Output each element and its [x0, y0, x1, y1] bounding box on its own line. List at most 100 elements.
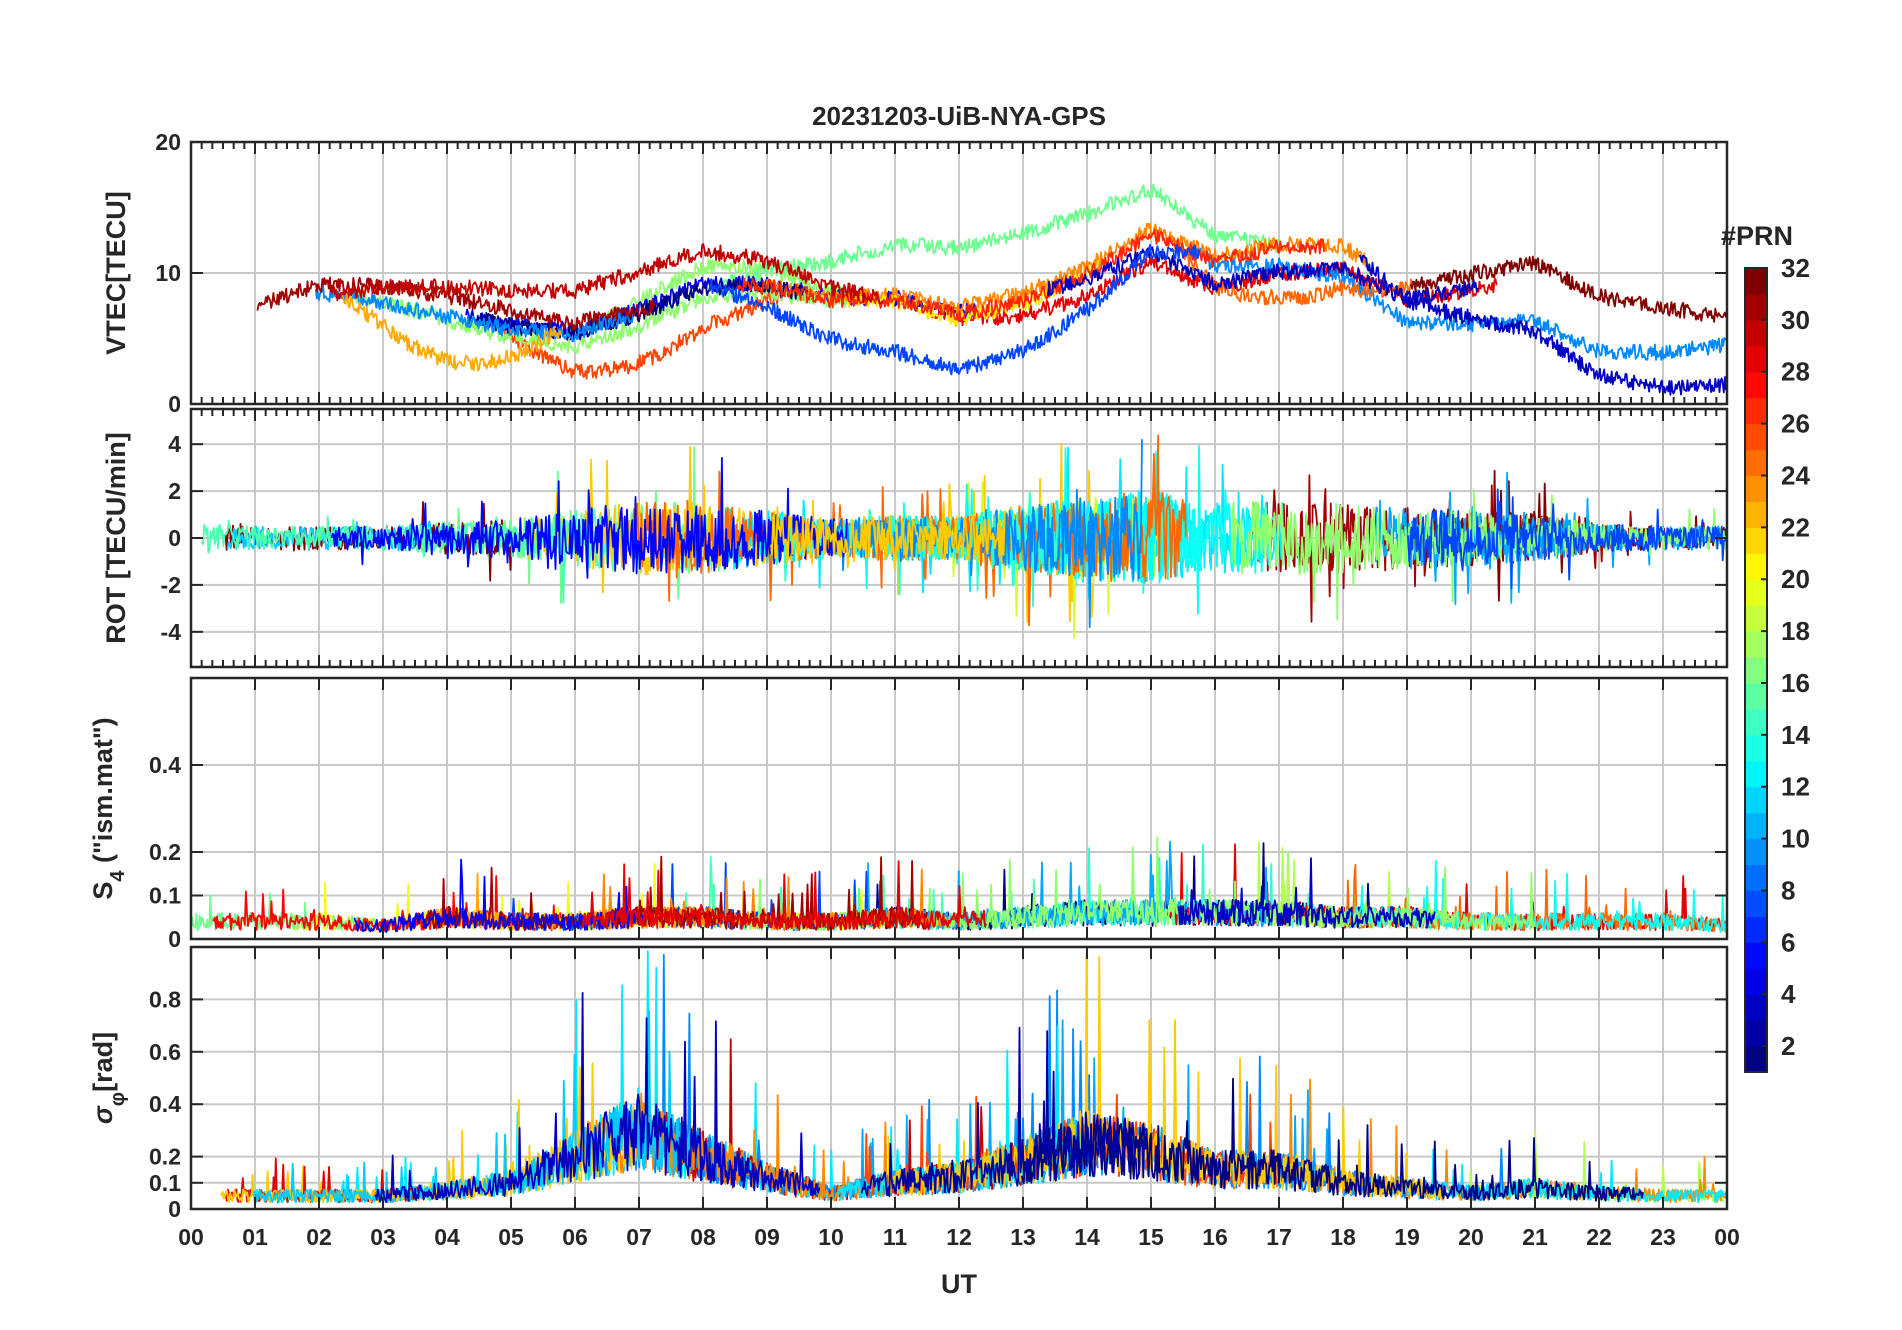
colorbar-band — [1745, 760, 1767, 788]
colorbar-band — [1745, 942, 1767, 969]
s4-ylabel-sub: 4 — [107, 870, 129, 882]
colorbar-band — [1745, 812, 1767, 840]
x-tick-label: 14 — [1074, 1224, 1100, 1250]
x-tick-label: 12 — [946, 1224, 972, 1250]
colorbar-tick-label: 18 — [1781, 616, 1810, 646]
x-tick-label: 05 — [498, 1224, 524, 1250]
x-tick-label: 15 — [1138, 1224, 1164, 1250]
s4-xticks — [190, 678, 1728, 939]
s4-ylabel-rest: ("ism.mat") — [88, 717, 118, 870]
vtec-series-prn-line — [1409, 255, 1727, 323]
x-tick-label: 04 — [434, 1224, 460, 1250]
vtec-series-prn-line — [331, 243, 884, 305]
panel-vtec: 0 10 20 VTEC[TECU] — [101, 129, 1729, 417]
rot-ytick-label: 2 — [168, 478, 181, 504]
x-tick-label: 07 — [626, 1224, 652, 1250]
colorbar-band — [1745, 682, 1767, 710]
sigma_phi-series-prn-line — [860, 1026, 1147, 1198]
colorbar-band — [1745, 916, 1767, 943]
colorbar-tick-label: 20 — [1781, 564, 1810, 594]
colorbar-band — [1745, 553, 1767, 580]
sigma_phi-ytick-label: 0.4 — [149, 1091, 181, 1117]
sigma_phi-ytick-label: 0 — [168, 1196, 181, 1222]
sigma_phi-series — [219, 950, 1727, 1204]
colorbar-band — [1745, 423, 1767, 451]
colorbar-band — [1745, 475, 1767, 503]
x-tick-label: 01 — [242, 1224, 268, 1250]
x-tick-label: 00 — [178, 1224, 204, 1250]
colorbar-frame — [1744, 267, 1768, 1073]
colorbar-band — [1745, 605, 1767, 632]
x-axis-label: UT — [941, 1269, 977, 1299]
colorbar-band — [1745, 968, 1767, 995]
s4-ytick-label: 0 — [168, 926, 181, 952]
rot-ytick-label: -4 — [161, 619, 182, 645]
colorbar-tick-label: 4 — [1781, 979, 1796, 1009]
sigma_phi-xticks — [190, 947, 1728, 1209]
x-tick-label: 06 — [562, 1224, 588, 1250]
colorbar-tick-label: 22 — [1781, 512, 1810, 542]
sigma_phi-ylabel-rest: [rad] — [88, 1032, 118, 1092]
vtec-ytick-label: 10 — [155, 260, 181, 286]
colorbar-band — [1745, 994, 1767, 1021]
panel-s4: 0 0.1 0.2 0.4 S4 ("ism.mat") — [88, 676, 1729, 952]
rot-ylabel: ROT [TECU/min] — [101, 432, 131, 643]
rot-series-prn-line — [330, 457, 848, 579]
rot-ytick-label: 0 — [168, 525, 181, 551]
colorbar-band — [1745, 1046, 1767, 1073]
colorbar-band — [1745, 293, 1767, 321]
colorbar-tick-label: 10 — [1781, 824, 1810, 854]
vtec-series-prn-line — [488, 287, 796, 380]
s4-ytick-label: 0.4 — [149, 752, 181, 778]
x-tick-label: 23 — [1650, 1224, 1676, 1250]
sigma_phi-ylabel-main: σ — [88, 1105, 118, 1124]
colorbar-band — [1745, 708, 1767, 736]
colorbar-tick-label: 26 — [1781, 409, 1810, 439]
x-tick-label: 11 — [883, 1224, 908, 1250]
colorbar-band — [1745, 449, 1767, 477]
colorbar-band — [1745, 657, 1767, 684]
colorbar-tick-label: 12 — [1781, 772, 1810, 802]
colorbar-band — [1745, 864, 1767, 892]
s4-series-prn-line — [581, 860, 988, 932]
x-tick-label: 17 — [1266, 1224, 1292, 1250]
sigma_phi-ylabel-sub: φ — [107, 1092, 129, 1106]
s4-ytick-label: 0.1 — [149, 883, 181, 909]
vtec-series-prn-line — [1358, 254, 1727, 396]
colorbar-tick-label: 28 — [1781, 357, 1810, 387]
colorbar-band — [1745, 501, 1767, 528]
vtec-series-prn-line — [314, 285, 634, 343]
rot-series-prn-line — [770, 501, 1006, 570]
vtec-series-prn-line — [708, 243, 1200, 376]
colorbar-band — [1745, 371, 1767, 399]
colorbar-band — [1745, 345, 1767, 373]
colorbar-tick-label: 6 — [1781, 927, 1795, 957]
vtec-series-prn-line — [720, 183, 1284, 288]
x-tick-label: 22 — [1586, 1224, 1612, 1250]
colorbar-band — [1745, 579, 1767, 606]
s4-ylabel: S4 ("ism.mat") — [88, 717, 129, 899]
vtec-series-prn-line — [1047, 246, 1479, 306]
sigma_phi-series-prn-line — [374, 992, 821, 1203]
x-tick-label: 20 — [1458, 1224, 1484, 1250]
x-tick-label: 08 — [690, 1224, 716, 1250]
colorbar-band — [1745, 397, 1767, 425]
sigma_phi-ytick-label: 0.8 — [149, 986, 181, 1012]
colorbar-tick-label: 16 — [1781, 668, 1810, 698]
s4-ytick-label: 0.2 — [149, 839, 181, 865]
rot-ytick-label: -2 — [161, 572, 181, 598]
x-tick-label: 10 — [818, 1224, 844, 1250]
vtec-series-prn-line — [341, 293, 563, 372]
colorbar-band — [1745, 734, 1767, 762]
colorbar-band — [1745, 1020, 1767, 1047]
sigma_phi-ytick-label: 0.6 — [149, 1039, 181, 1065]
colorbar-band — [1745, 319, 1767, 347]
x-tick-label: 19 — [1394, 1224, 1420, 1250]
colorbar-band — [1745, 527, 1767, 554]
rot-series-prn-line — [1407, 488, 1727, 590]
colorbar-title: #PRN — [1721, 221, 1793, 251]
vtec-series-prn-line — [736, 228, 1325, 322]
colorbar-band — [1745, 268, 1767, 295]
figure-title: 20231203-UiB-NYA-GPS — [812, 101, 1106, 131]
